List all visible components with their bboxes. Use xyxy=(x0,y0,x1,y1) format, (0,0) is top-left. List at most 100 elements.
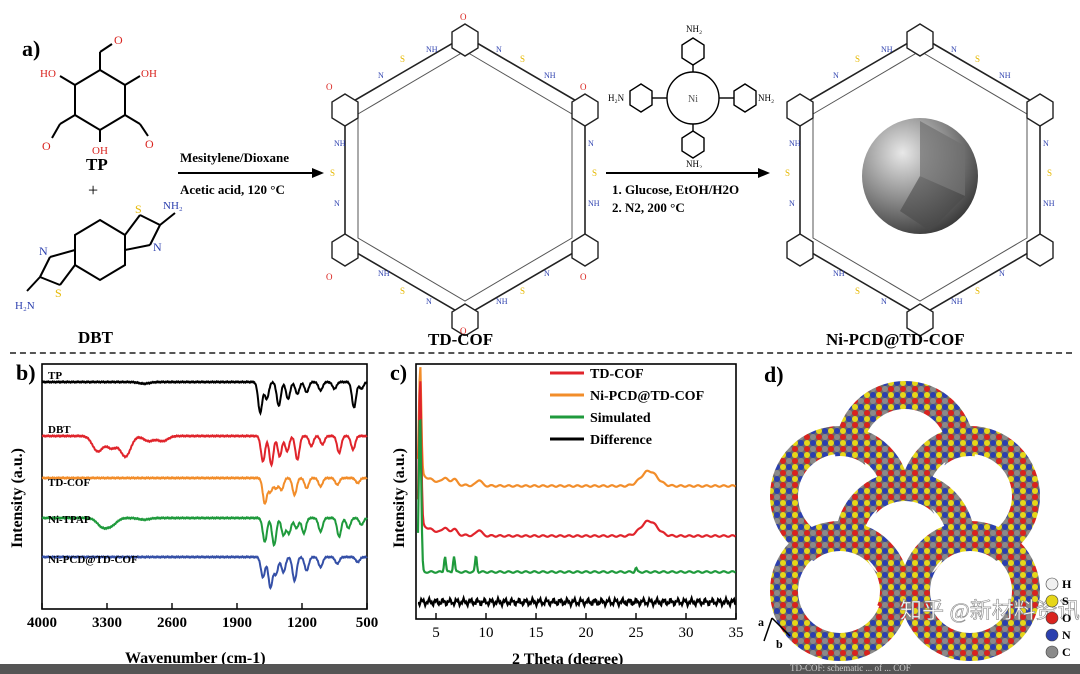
svg-text:NH: NH xyxy=(378,269,390,278)
svg-text:S: S xyxy=(400,286,405,296)
ftir-trace-label-ni-tpap: Ni-TPAP xyxy=(48,514,91,526)
plus-sign: + xyxy=(88,180,99,200)
ftir-tick-label-2600: 2600 xyxy=(157,615,187,631)
svg-text:S: S xyxy=(785,168,790,178)
svg-text:NH: NH xyxy=(588,199,600,208)
axis-b-arrow xyxy=(771,617,791,637)
svg-text:H₂N: H₂N xyxy=(15,300,35,312)
ni-pcd-label: Ni-PCD@TD-COF xyxy=(826,330,965,349)
svg-text:S: S xyxy=(55,286,62,300)
svg-text:N: N xyxy=(833,71,839,80)
svg-text:H₂N: H₂N xyxy=(608,93,625,103)
ftir-trace-label-td-cof: TD-COF xyxy=(48,477,90,489)
reaction-arrow-2 xyxy=(606,168,770,178)
svg-text:N: N xyxy=(999,269,1005,278)
ftir-trace-label-dbt: DBT xyxy=(48,424,71,436)
cof-pore-ring xyxy=(900,521,1040,661)
pxrd-tick-label-15: 15 xyxy=(529,625,544,641)
svg-text:NH₂: NH₂ xyxy=(163,200,183,212)
svg-text:N: N xyxy=(951,45,957,54)
cof-pore-ring xyxy=(770,521,910,661)
svg-text:OH: OH xyxy=(141,68,157,80)
atom-legend-s-icon xyxy=(1045,594,1059,608)
svg-text:N: N xyxy=(39,244,48,258)
svg-text:N: N xyxy=(334,199,340,208)
axis-label-a: a xyxy=(758,615,764,629)
svg-text:S: S xyxy=(1047,168,1052,178)
pxrd-chart: Intensity (a.u.) 2 Theta (degree) 5 10 15 2… xyxy=(391,363,744,668)
pxrd-ylabel: Intensity (a.u.) xyxy=(391,448,408,548)
svg-text:N: N xyxy=(789,199,795,208)
svg-text:O: O xyxy=(326,272,333,282)
ftir-trace-label-tp: TP xyxy=(48,370,62,382)
svg-text:S: S xyxy=(975,54,980,64)
panel-d-label: d) xyxy=(764,362,784,387)
svg-text:O: O xyxy=(580,82,587,92)
pxrd-trace-simulated xyxy=(416,418,737,574)
legend-label-difference: Difference xyxy=(590,433,652,448)
ftir-trace-ni-pcd-td-cof xyxy=(41,554,368,590)
cof-pore xyxy=(930,551,1010,631)
svg-text:NH: NH xyxy=(999,71,1011,80)
atom-legend-label-o: O xyxy=(1062,611,1071,625)
svg-text:S: S xyxy=(135,202,142,216)
svg-text:OH: OH xyxy=(92,145,108,157)
ftir-tick-label-1900: 1900 xyxy=(222,615,252,631)
svg-text:S: S xyxy=(520,54,525,64)
svg-text:NH: NH xyxy=(1043,199,1055,208)
atom-legend-h-icon xyxy=(1045,577,1059,591)
reaction-arrow-1 xyxy=(178,168,324,178)
svg-text:S: S xyxy=(330,168,335,178)
pxrd-tick-label-35: 35 xyxy=(729,625,744,641)
svg-text:NH: NH xyxy=(833,269,845,278)
arrow1-bottom-text: Acetic acid, 120 °C xyxy=(180,182,285,197)
dbt-label: DBT xyxy=(78,328,113,347)
atom-legend-n-icon xyxy=(1045,628,1059,642)
pxrd-tick-label-5: 5 xyxy=(432,625,440,641)
pxrd-tick-label-10: 10 xyxy=(479,625,494,641)
pxrd-tick-label-20: 20 xyxy=(579,625,594,641)
td-cof-framework: O O O O O O S S S S S S N NH N NH N NH N NH N NH N NH xyxy=(326,12,600,336)
panel-separator xyxy=(10,352,1072,354)
panel-a-label: a) xyxy=(22,36,41,61)
atom-legend-label-n: N xyxy=(1062,628,1071,642)
arrow2-step2-text: 2. N2, 200 °C xyxy=(612,200,685,215)
tp-structure: O OH O OH O HO xyxy=(40,33,157,157)
axis-a-arrow xyxy=(763,617,773,642)
svg-text:O: O xyxy=(114,33,123,47)
svg-text:N: N xyxy=(378,71,384,80)
svg-text:N: N xyxy=(153,240,162,254)
svg-text:O: O xyxy=(460,326,467,336)
atom-legend-c-icon xyxy=(1045,645,1059,659)
svg-text:S: S xyxy=(520,286,525,296)
dbt-structure: S N NH₂ S N H₂N xyxy=(15,200,183,312)
ftir-chart: Intensity (a.u.) Wavenumber (cm-1) 4000 3… xyxy=(9,363,378,667)
svg-text:S: S xyxy=(975,286,980,296)
svg-text:NH₂: NH₂ xyxy=(686,24,702,34)
ftir-trace-tp xyxy=(41,379,368,416)
pxrd-trace-difference xyxy=(417,594,737,610)
svg-text:NH: NH xyxy=(426,45,438,54)
legend-label-td-cof: TD-COF xyxy=(590,367,644,382)
ftir-tick-label-3300: 3300 xyxy=(92,615,122,631)
ftir-trace-ni-tpap xyxy=(41,515,368,547)
atom-legend-label-c: C xyxy=(1062,645,1071,659)
pxrd-plot-frame xyxy=(415,363,737,620)
svg-text:O: O xyxy=(580,272,587,282)
svg-text:S: S xyxy=(400,54,405,64)
ftir-tick-label-4000: 4000 xyxy=(27,615,57,631)
arrow2-step1-text: 1. Glucose, EtOH/H2O xyxy=(612,182,740,197)
svg-text:O: O xyxy=(326,82,333,92)
ftir-tick-label-1200: 1200 xyxy=(287,615,317,631)
ftir-plot-frame xyxy=(41,363,368,610)
svg-text:NH: NH xyxy=(789,139,801,148)
svg-text:HO: HO xyxy=(40,68,56,80)
footer-text: TD-COF: schematic ... of ... COF xyxy=(790,663,911,673)
svg-text:O: O xyxy=(145,137,154,151)
atom-legend-label-s: S xyxy=(1062,594,1069,608)
panel-b-label: b) xyxy=(16,360,36,385)
pxrd-trace-ni-pcd-td-cof xyxy=(416,367,737,488)
svg-text:NH: NH xyxy=(881,45,893,54)
svg-text:N: N xyxy=(496,45,502,54)
svg-text:N: N xyxy=(1043,139,1049,148)
